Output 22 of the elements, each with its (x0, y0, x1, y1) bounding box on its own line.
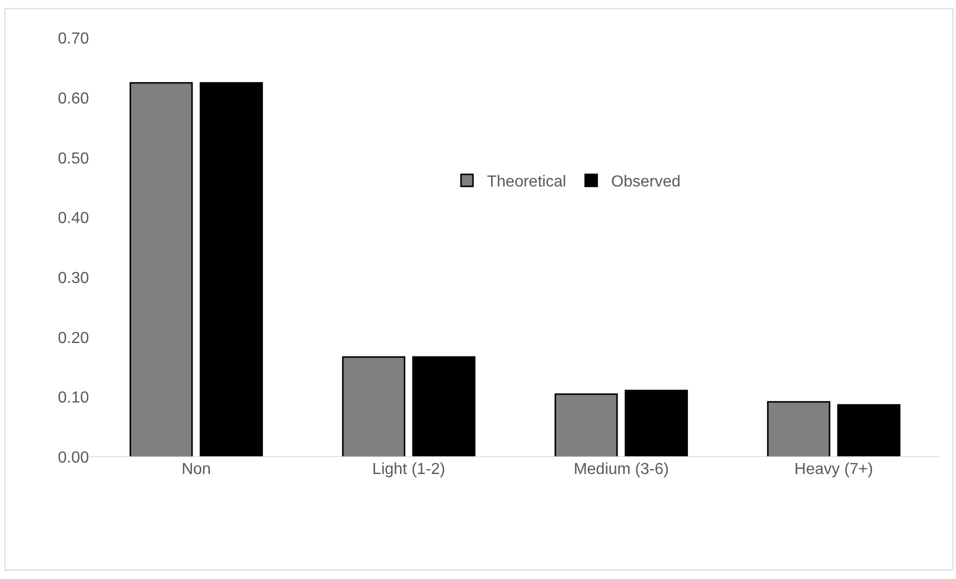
bar (624, 390, 688, 457)
bar (342, 356, 406, 457)
x-tick-label: Heavy (7+) (794, 461, 874, 478)
y-tick-label: 0.50 (58, 150, 90, 168)
bar (837, 404, 900, 457)
bar (767, 401, 830, 457)
y-tick-label: 0.30 (58, 270, 90, 288)
y-tick-label: 0.20 (58, 330, 90, 347)
y-tick-label: 0.40 (58, 210, 90, 228)
y-tick-label: 0.10 (58, 390, 90, 407)
x-tick-label: Medium (3-6) (574, 461, 669, 478)
x-tick-label: Light (1-2) (372, 461, 446, 478)
bar (412, 356, 476, 457)
y-tick-label: 0.00 (58, 450, 90, 467)
x-tick-label: Non (182, 461, 211, 478)
bar (130, 82, 193, 457)
legend-label: Theoretical (487, 174, 566, 191)
bar (200, 82, 263, 457)
y-tick-label: 0.60 (58, 90, 90, 108)
bar (554, 393, 618, 457)
y-tick-label: 0.70 (58, 30, 90, 48)
legend-label: Observed (611, 174, 681, 191)
